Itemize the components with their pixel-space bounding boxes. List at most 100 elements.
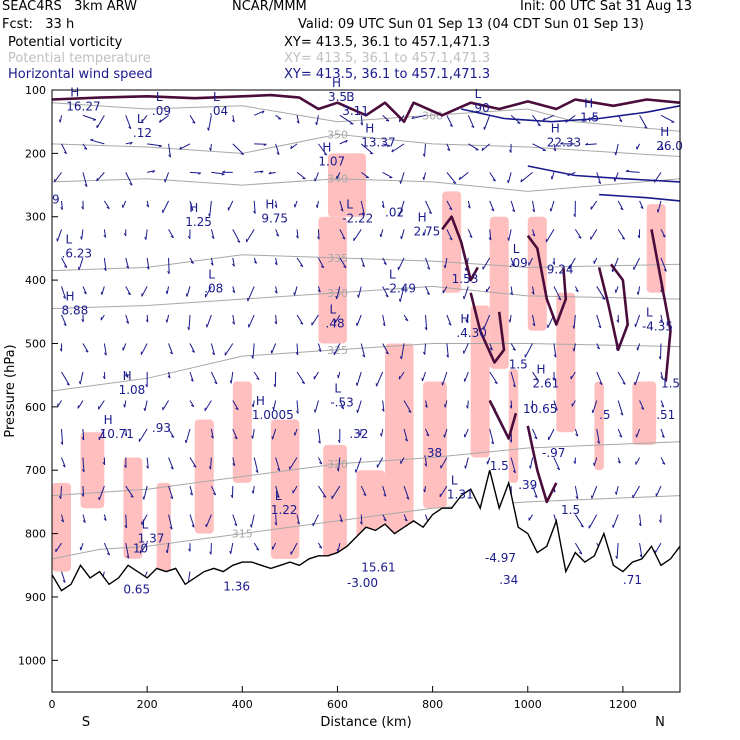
extremum-marker: L bbox=[475, 87, 482, 101]
wind-arrow bbox=[189, 400, 195, 407]
theta-contour-label: 330 bbox=[327, 287, 348, 300]
wind-arrow bbox=[574, 485, 579, 499]
wind-arrow-head bbox=[572, 325, 575, 329]
pv-shaded-region bbox=[194, 419, 214, 534]
wind-arrow bbox=[331, 485, 341, 499]
wind-arrow-head bbox=[167, 375, 171, 379]
wind-arrow-head bbox=[81, 206, 84, 210]
extremum-marker: H bbox=[322, 141, 331, 155]
wind-arrow-head bbox=[399, 180, 402, 184]
wind-arrow bbox=[660, 371, 664, 379]
wind-arrow-head bbox=[221, 173, 225, 176]
wind-arrow-head bbox=[471, 125, 475, 129]
extremum-marker: H bbox=[660, 125, 669, 139]
wind-arrow bbox=[210, 485, 217, 496]
extremum-marker: H bbox=[104, 413, 113, 427]
wind-arrow-head bbox=[383, 518, 387, 522]
wind-arrow-head bbox=[517, 122, 521, 124]
wind-arrow-head bbox=[369, 152, 373, 155]
theta-contour-label: 320 bbox=[327, 458, 348, 471]
wind-arrow bbox=[403, 514, 408, 522]
wind-speed-contour bbox=[461, 105, 681, 123]
wind-arrow bbox=[532, 143, 547, 151]
wind-arrow bbox=[353, 229, 362, 242]
wind-arrow-head bbox=[261, 110, 265, 114]
wind-arrow-head bbox=[637, 235, 640, 239]
wind-arrow bbox=[54, 172, 62, 183]
extremum-value: 8.88 bbox=[62, 304, 89, 318]
wind-arrow-head bbox=[625, 169, 630, 172]
wind-arrow-head bbox=[660, 376, 664, 380]
wind-arrow-head bbox=[464, 267, 467, 271]
wind-arrow bbox=[316, 115, 319, 126]
extremum-value: 1.37 bbox=[138, 532, 165, 546]
wind-arrow bbox=[403, 485, 410, 500]
wind-arrow-head bbox=[427, 267, 431, 270]
wind-arrow-head bbox=[274, 290, 278, 294]
wind-arrow-head bbox=[78, 381, 81, 385]
wind-arrow-head bbox=[193, 465, 197, 468]
wind-arrow-head bbox=[363, 493, 367, 497]
extremum-value: .39 bbox=[518, 478, 537, 492]
wind-arrow bbox=[294, 200, 298, 208]
wind-arrow-head bbox=[179, 146, 182, 150]
wind-arrow bbox=[252, 428, 255, 439]
wind-arrow-head bbox=[315, 122, 318, 126]
wind-arrow-head bbox=[558, 297, 562, 301]
extremum-value: .4.30 bbox=[456, 326, 487, 340]
wind-arrow-head bbox=[385, 351, 389, 355]
pv-shaded-region bbox=[632, 381, 657, 445]
wind-arrow-head bbox=[125, 375, 129, 378]
wind-arrow-head bbox=[146, 204, 149, 208]
wind-arrow-head bbox=[320, 265, 324, 269]
theta-contour-label: 335 bbox=[327, 252, 348, 265]
axes-layer: 0 200 400 600 800 1000 1200 100 200 300 400 500 600 7… bbox=[18, 84, 637, 711]
wind-arrow-head bbox=[579, 551, 583, 555]
wind-arrow-head bbox=[336, 548, 339, 552]
wind-arrow-head bbox=[170, 435, 175, 438]
extremum-marker: L bbox=[334, 382, 341, 396]
wind-arrow bbox=[590, 229, 598, 240]
wind-arrow-head bbox=[636, 347, 639, 351]
wind-arrow bbox=[253, 457, 259, 473]
wind-arrow-head bbox=[188, 548, 191, 552]
wind-arrow bbox=[382, 343, 389, 355]
wind-arrow bbox=[125, 257, 130, 269]
wind-arrow-head bbox=[400, 356, 402, 360]
wind-arrow bbox=[545, 229, 555, 243]
wind-arrow-head bbox=[530, 406, 533, 410]
wind-arrow-head bbox=[424, 404, 428, 408]
x-end-label-south: S bbox=[82, 715, 90, 730]
wind-arrow bbox=[61, 314, 67, 326]
wind-arrow-head bbox=[449, 237, 453, 241]
y-tick-label: 500 bbox=[25, 337, 46, 350]
wind-arrow bbox=[356, 314, 362, 326]
wind-arrow bbox=[424, 457, 428, 467]
extremum-value: 1.0005 bbox=[252, 408, 294, 422]
wind-arrow-head bbox=[106, 552, 110, 556]
extremum-marker: L bbox=[208, 267, 215, 281]
pv-contour bbox=[526, 425, 558, 504]
wind-arrow bbox=[103, 200, 110, 209]
wind-arrow bbox=[376, 457, 384, 468]
wind-arrow-head bbox=[165, 549, 168, 554]
wind-arrow bbox=[524, 343, 533, 358]
wind-arrow-head bbox=[662, 234, 666, 238]
wind-arrow bbox=[232, 400, 239, 410]
wind-arrow-head bbox=[276, 234, 280, 237]
wind-arrow bbox=[355, 457, 362, 473]
wind-arrow bbox=[247, 286, 255, 302]
wind-arrow bbox=[593, 457, 598, 466]
wind-arrow-head bbox=[619, 119, 623, 123]
wind-arrow-head bbox=[639, 554, 643, 558]
wind-arrow bbox=[253, 371, 260, 380]
wind-arrow-head bbox=[359, 521, 363, 525]
wind-arrow-head bbox=[549, 208, 552, 212]
wind-arrow bbox=[551, 172, 555, 180]
wind-arrow-head bbox=[169, 351, 173, 355]
wind-arrow bbox=[570, 371, 576, 380]
wind-arrow bbox=[357, 286, 362, 298]
extremum-value: 15.61 bbox=[361, 560, 395, 574]
wind-arrow bbox=[80, 542, 84, 551]
wind-arrow bbox=[553, 400, 558, 411]
